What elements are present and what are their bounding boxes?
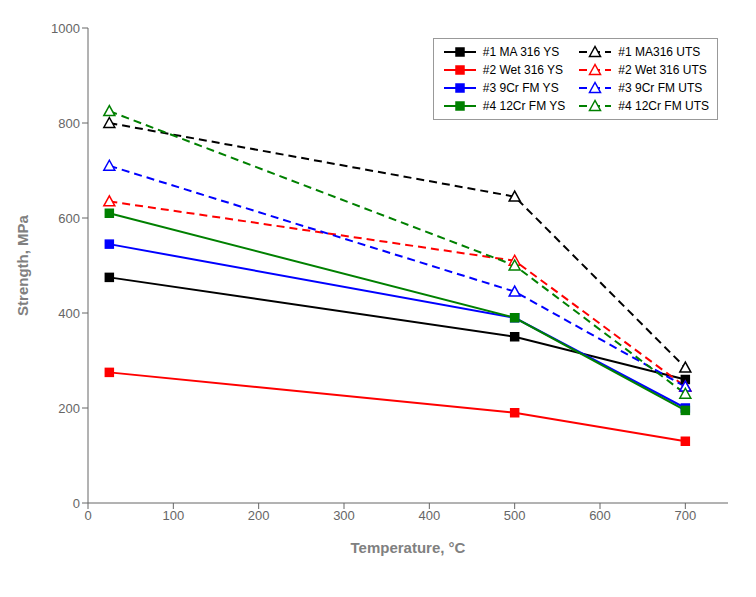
html-text:#1 MA 316 YS: #1 MA 316 YS	[482, 45, 560, 59]
svg-text:700: 700	[674, 508, 696, 523]
svg-text:Temperature, °C: Temperature, °C	[351, 539, 466, 556]
html-text:#3 9Cr FM UTS: #3 9Cr FM UTS	[618, 81, 703, 95]
html-text:#4 12Cr FM YS: #4 12Cr FM YS	[482, 99, 566, 113]
html-text:#2 Wet 316 UTS: #2 Wet 316 UTS	[618, 63, 707, 77]
svg-text:200: 200	[248, 508, 270, 523]
svg-text:400: 400	[58, 306, 80, 321]
svg-text:500: 500	[504, 508, 526, 523]
svg-text:600: 600	[589, 508, 611, 523]
svg-text:Strength, MPa: Strength, MPa	[14, 214, 31, 315]
svg-text:0: 0	[73, 496, 80, 511]
svg-text:100: 100	[162, 508, 184, 523]
svg-text:600: 600	[58, 211, 80, 226]
html-text:#1 MA316 UTS: #1 MA316 UTS	[618, 45, 701, 59]
svg-text:1000: 1000	[51, 21, 80, 36]
html-text:#4 12Cr FM UTS: #4 12Cr FM UTS	[618, 99, 709, 113]
svg-text:300: 300	[333, 508, 355, 523]
svg-text:200: 200	[58, 401, 80, 416]
svg-text:0: 0	[84, 508, 91, 523]
svg-text:400: 400	[418, 508, 440, 523]
svg-text:800: 800	[58, 116, 80, 131]
html-text:#2 Wet 316 YS: #2 Wet 316 YS	[482, 63, 564, 77]
html-text:#3 9Cr FM YS: #3 9Cr FM YS	[482, 81, 559, 95]
